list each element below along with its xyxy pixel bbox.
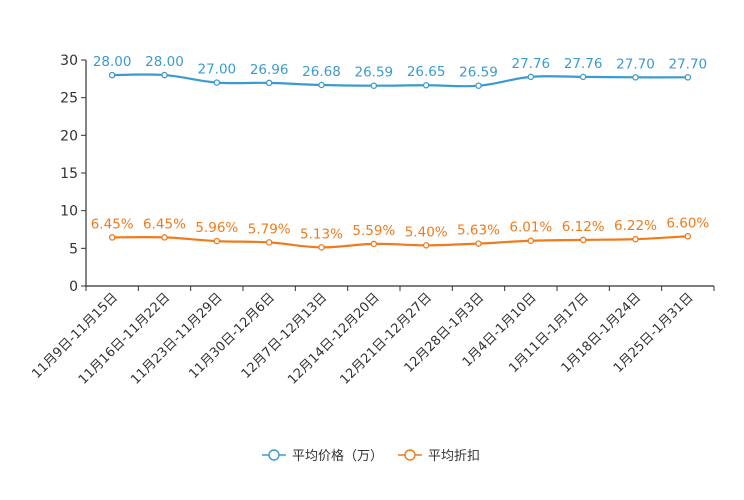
x-tick-label: 11月9日-11月15日	[29, 290, 121, 382]
data-label: 6.45%	[143, 216, 186, 232]
data-point	[632, 74, 639, 81]
legend-label: 平均价格（万）	[292, 448, 383, 464]
series-layer	[108, 71, 692, 251]
data-label: 26.59	[459, 65, 498, 81]
data-label: 6.01%	[509, 220, 552, 236]
legend-swatch-marker	[268, 449, 280, 461]
x-tick-label: 11月16日-11月22日	[76, 290, 173, 387]
data-label: 5.13%	[300, 226, 343, 242]
data-label: 6.60%	[666, 215, 709, 231]
data-point	[265, 239, 273, 246]
legend-swatch-marker	[404, 449, 416, 461]
data-point	[475, 82, 482, 89]
data-label: 6.12%	[562, 219, 605, 235]
data-point	[422, 81, 430, 89]
y-tick-label: 0	[69, 279, 78, 295]
data-point	[632, 235, 639, 243]
data-point	[422, 242, 430, 249]
data-label: 26.59	[355, 65, 394, 81]
data-label-layer: 28.00 28.00 27.00 26.96 26.68 26.59 26.65 26.59…	[91, 54, 710, 242]
data-label: 6.22%	[614, 218, 657, 234]
data-point	[527, 73, 535, 81]
x-tick-label: 12月21日-12月27日	[338, 290, 435, 387]
data-label: 26.65	[407, 64, 446, 80]
data-point	[370, 82, 378, 89]
legend: 平均价格（万） 平均折扣	[262, 448, 480, 464]
data-point	[161, 71, 168, 79]
y-tick-label: 30	[60, 53, 78, 69]
data-label: 5.79%	[248, 221, 291, 237]
data-point	[213, 79, 221, 86]
legend-label: 平均折扣	[428, 449, 480, 464]
data-point	[213, 237, 221, 245]
data-label: 27.70	[616, 56, 655, 72]
y-tick-label: 10	[60, 204, 78, 220]
data-label: 5.40%	[405, 224, 448, 240]
data-point	[265, 79, 273, 87]
data-point	[684, 74, 692, 81]
y-tick-label: 20	[60, 128, 78, 144]
data-label: 27.00	[198, 62, 237, 78]
data-point	[318, 81, 325, 89]
data-label: 26.96	[250, 62, 289, 78]
data-label: 5.59%	[352, 223, 395, 239]
y-tick-label: 15	[60, 166, 78, 182]
data-label: 5.63%	[457, 223, 500, 239]
data-point	[527, 237, 535, 244]
data-point	[108, 234, 116, 241]
series-line-1	[112, 235, 688, 249]
data-point	[161, 234, 168, 241]
data-point	[579, 73, 587, 81]
data-label: 6.45%	[91, 216, 134, 232]
data-point	[318, 244, 325, 251]
data-point	[108, 71, 116, 79]
data-point	[370, 240, 378, 248]
data-label: 27.70	[669, 56, 708, 72]
x-tick-label: 12月14日-12月20日	[285, 290, 382, 387]
series-line-0	[112, 73, 688, 88]
data-point	[684, 233, 692, 240]
x-tick-label: 11月23日-11月29日	[128, 290, 225, 387]
data-label: 26.68	[302, 64, 341, 80]
data-label: 5.96%	[195, 220, 238, 236]
y-tick-label: 5	[69, 241, 78, 257]
y-tick-label: 25	[60, 91, 78, 107]
data-label: 28.00	[93, 54, 132, 70]
data-point	[579, 236, 587, 244]
data-label: 27.76	[512, 56, 551, 72]
data-label: 28.00	[145, 54, 184, 70]
data-point	[475, 240, 482, 247]
data-label: 27.76	[564, 56, 603, 72]
